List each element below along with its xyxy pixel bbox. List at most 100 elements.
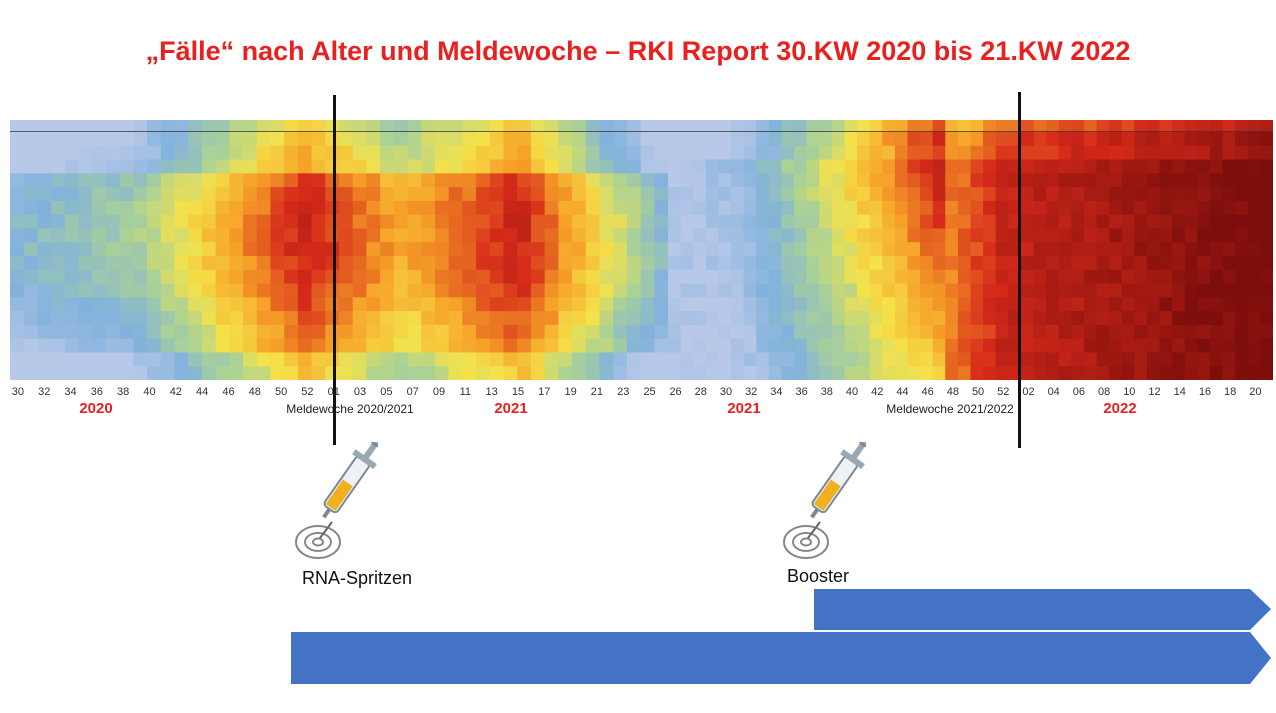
heatmap-cell xyxy=(894,242,908,257)
heatmap-cell xyxy=(1197,242,1211,257)
heatmap-cell xyxy=(718,366,732,380)
heatmap-cell xyxy=(188,283,203,298)
heatmap-cell xyxy=(572,366,587,380)
heatmap-cell xyxy=(434,145,450,161)
heatmap-cell xyxy=(599,352,614,367)
heatmap-cell xyxy=(705,338,719,353)
heatmap-cell xyxy=(869,283,883,298)
heatmap-cell xyxy=(476,159,491,174)
heatmap-cell xyxy=(920,200,934,216)
heatmap-cell xyxy=(37,324,52,340)
heatmap-cell xyxy=(654,228,668,243)
heatmap-cell xyxy=(882,200,896,216)
heatmap-cell xyxy=(147,132,162,147)
heatmap-cell xyxy=(160,256,175,271)
heatmap-cell xyxy=(517,297,532,312)
heatmap-cell xyxy=(882,242,896,257)
heatmap-cell xyxy=(1046,352,1060,367)
heatmap-cell xyxy=(626,173,642,188)
heatmap-cell xyxy=(1058,242,1072,257)
heatmap-cell xyxy=(932,338,946,353)
heatmap-cell xyxy=(756,256,770,271)
heatmap-header-cell xyxy=(1046,120,1060,132)
heatmap-cell xyxy=(768,214,782,229)
heatmap-cell xyxy=(756,214,770,229)
heatmap-cell xyxy=(585,311,600,326)
heatmap-cell xyxy=(78,311,93,326)
heatmap-cell xyxy=(147,228,162,243)
heatmap-cell xyxy=(434,297,450,312)
heatmap-cell xyxy=(229,187,244,202)
heatmap-cell xyxy=(311,324,326,340)
heatmap-cell xyxy=(23,145,38,161)
heatmap-cell xyxy=(932,173,946,188)
heatmap-cell xyxy=(119,269,134,285)
heatmap-header-cell xyxy=(572,120,587,132)
heatmap-cell xyxy=(613,214,628,229)
heatmap-cell xyxy=(1046,214,1060,229)
heatmap-cell xyxy=(794,145,808,161)
heatmap-cell xyxy=(907,200,921,216)
heatmap-cell xyxy=(284,352,299,367)
heatmap-cell xyxy=(731,159,745,174)
heatmap-cell xyxy=(530,352,546,367)
heatmap-cell xyxy=(366,324,381,340)
heatmap-cell xyxy=(1020,214,1035,229)
heatmap-cell xyxy=(476,311,491,326)
heatmap-cell xyxy=(243,338,258,353)
heatmap-cell xyxy=(1247,324,1261,340)
heatmap-cell xyxy=(1134,242,1148,257)
heatmap-cell xyxy=(806,200,820,216)
x-tick-label: 13 xyxy=(485,386,498,398)
heatmap-cell xyxy=(894,311,908,326)
heatmap-cell xyxy=(599,228,614,243)
heatmap-cell xyxy=(1184,269,1198,285)
heatmap-cell xyxy=(92,269,107,285)
heatmap-cell xyxy=(1159,311,1173,326)
heatmap-cell xyxy=(215,256,230,271)
heatmap-cell xyxy=(585,200,600,216)
heatmap-cell xyxy=(882,338,896,353)
heatmap-header-cell xyxy=(434,120,450,132)
heatmap-cell xyxy=(945,311,959,326)
heatmap-cell xyxy=(907,338,921,353)
heatmap-cell xyxy=(256,338,271,353)
heatmap-cell xyxy=(434,159,450,174)
heatmap-cell xyxy=(640,159,655,174)
heatmap-cell xyxy=(51,338,66,353)
heatmap-cell xyxy=(1172,256,1186,271)
heatmap-cell xyxy=(133,242,148,257)
heatmap-cell xyxy=(585,187,600,202)
heatmap-cell xyxy=(10,200,25,216)
heatmap-cell xyxy=(626,159,642,174)
heatmap-cell xyxy=(174,145,189,161)
heatmap-cell xyxy=(957,214,971,229)
heatmap-cell xyxy=(530,269,546,285)
heatmap-cell xyxy=(668,269,682,285)
heatmap-cell xyxy=(352,159,367,174)
heatmap-cell xyxy=(380,256,395,271)
heatmap-cell xyxy=(1096,159,1110,174)
heatmap-cell xyxy=(1121,311,1135,326)
heatmap-cell xyxy=(544,173,559,188)
heatmap-cell xyxy=(10,132,25,147)
heatmap-cell xyxy=(119,132,134,147)
heatmap-cell xyxy=(731,228,745,243)
heatmap-cell xyxy=(1096,283,1110,298)
heatmap-cell xyxy=(640,256,655,271)
heatmap-cell xyxy=(558,200,573,216)
heatmap-cell xyxy=(1146,173,1161,188)
heatmap-cell xyxy=(1184,173,1198,188)
heatmap-cell xyxy=(626,269,642,285)
heatmap-header-cell xyxy=(869,120,883,132)
heatmap-cell xyxy=(970,132,984,147)
heatmap-cell xyxy=(243,352,258,367)
heatmap-header-cell xyxy=(503,120,518,132)
heatmap-cell xyxy=(983,256,997,271)
heatmap-cell xyxy=(1083,242,1098,257)
heatmap-cell xyxy=(339,366,354,380)
heatmap-cell xyxy=(1260,187,1273,202)
heatmap-cell xyxy=(92,200,107,216)
heatmap-cell xyxy=(421,173,436,188)
heatmap-cell xyxy=(1109,366,1123,380)
